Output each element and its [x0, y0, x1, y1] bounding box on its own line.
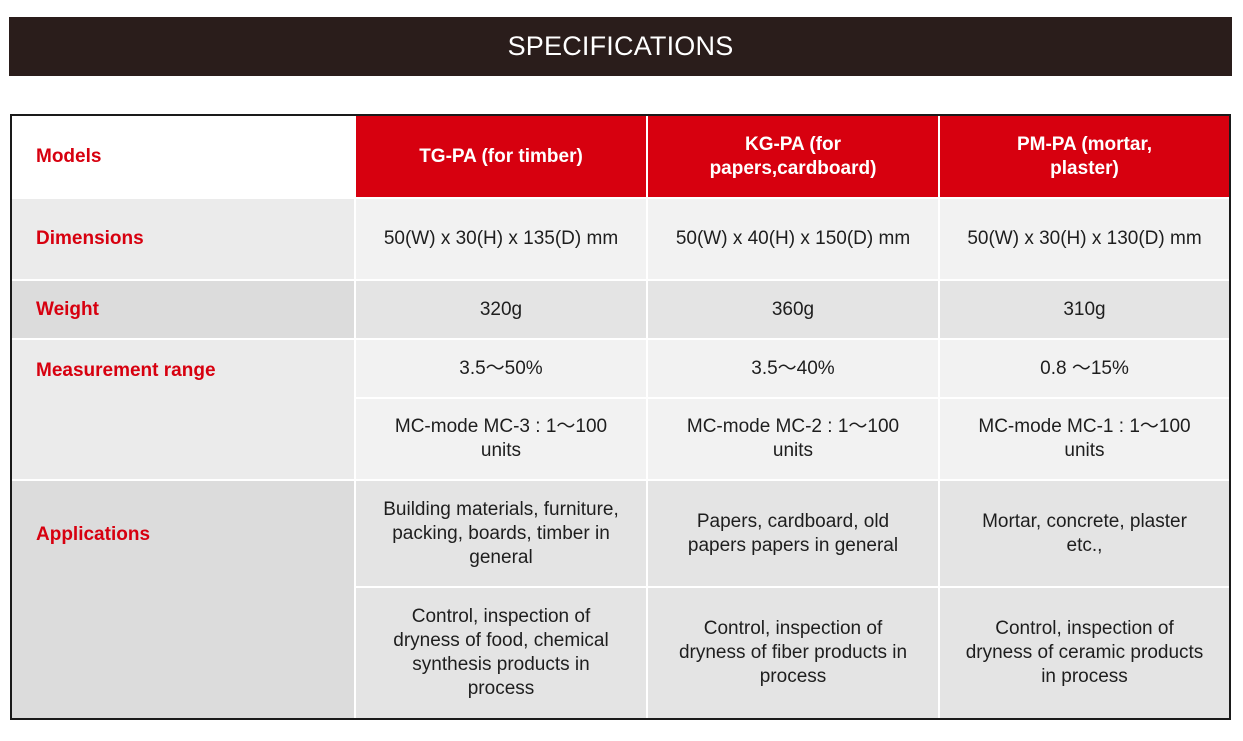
model-header-tg-pa: TG-PA (for timber) — [354, 116, 647, 198]
weight-tg-pa: 320g — [354, 279, 647, 339]
table-header-row: Models TG-PA (for timber) KG-PA (for pap… — [12, 116, 1229, 198]
weight-kg-pa: 360g — [646, 279, 939, 339]
applications-pm-pa: Mortar, concrete, plaster etc., — [938, 479, 1229, 587]
dimensions-kg-pa: 50(W) x 40(H) x 150(D) mm — [646, 197, 939, 280]
process-control-tg-pa: Control, inspection of dryness of food, … — [354, 586, 647, 718]
page-title: SPECIFICATIONS — [507, 31, 734, 61]
dimensions-pm-pa: 50(W) x 30(H) x 130(D) mm — [938, 197, 1229, 280]
specifications-table: Models TG-PA (for timber) KG-PA (for pap… — [10, 114, 1231, 720]
table-row-measurement-range: Measurement range 3.5～50% 3.5～40% 0.8 ～1… — [12, 338, 1229, 480]
dimensions-label: Dimensions — [12, 197, 355, 280]
model-header-pm-pa: PM-PA (mortar, plaster) — [938, 116, 1229, 198]
applications-kg-pa: Papers, cardboard, old papers papers in … — [646, 479, 939, 587]
process-control-pm-pa: Control, inspection of dryness of cerami… — [938, 586, 1229, 718]
weight-label: Weight — [12, 279, 355, 339]
process-control-kg-pa: Control, inspection of dryness of fiber … — [646, 586, 939, 718]
models-label: Models — [12, 116, 355, 198]
table-row-dimensions: Dimensions 50(W) x 30(H) x 135(D) mm 50(… — [12, 197, 1229, 280]
range-tg-pa: 3.5～50% — [354, 338, 647, 398]
table-row-weight: Weight 320g 360g 310g — [12, 279, 1229, 339]
dimensions-tg-pa: 50(W) x 30(H) x 135(D) mm — [354, 197, 647, 280]
range-pm-pa: 0.8 ～15% — [938, 338, 1229, 398]
specifications-banner: SPECIFICATIONS — [9, 17, 1232, 76]
table-row-process-control: Control, inspection of dryness of food, … — [12, 586, 1229, 718]
weight-pm-pa: 310g — [938, 279, 1229, 339]
measurement-range-label: Measurement range — [12, 338, 355, 480]
applications-tg-pa: Building materials, furniture, packing, … — [354, 479, 647, 587]
mc-mode-tg-pa: MC-mode MC-3 : 1～100 units — [354, 397, 647, 480]
mc-mode-kg-pa: MC-mode MC-2 : 1～100 units — [646, 397, 939, 480]
range-kg-pa: 3.5～40% — [646, 338, 939, 398]
applications-label: Applications — [12, 479, 355, 718]
mc-mode-pm-pa: MC-mode MC-1 : 1～100 units — [938, 397, 1229, 480]
table-row-applications: Applications Building materials, furnitu… — [12, 479, 1229, 718]
table-row-mc-mode: MC-mode MC-3 : 1～100 units MC-mode MC-2 … — [12, 397, 1229, 480]
model-header-kg-pa: KG-PA (for papers,cardboard) — [646, 116, 939, 198]
